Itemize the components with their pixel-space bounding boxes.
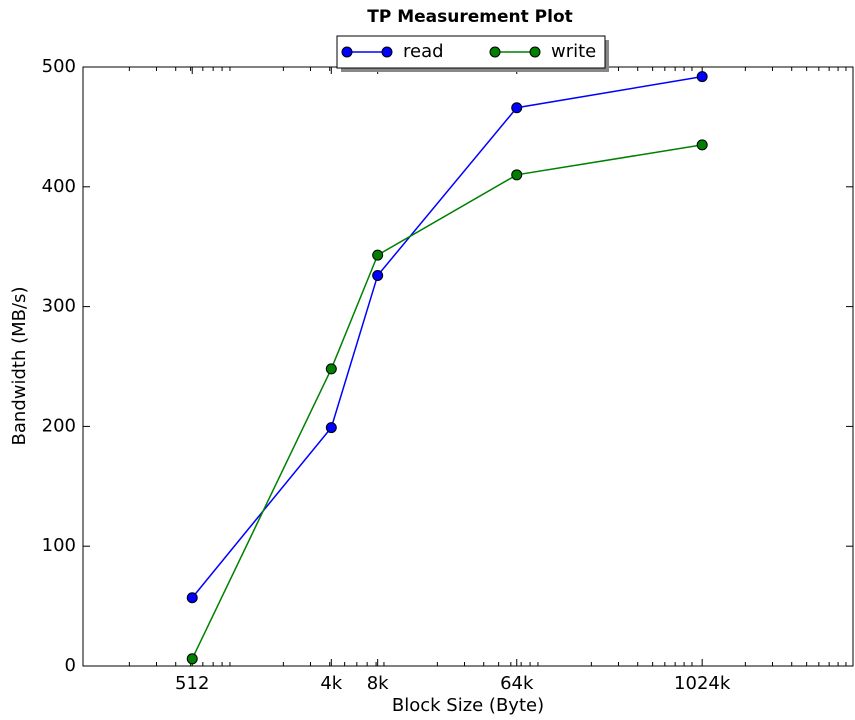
legend-marker (529, 46, 541, 58)
legend-marker (489, 46, 501, 58)
series-line (191, 75, 703, 599)
y-axis-label: Bandwidth (MB/s) (9, 287, 30, 446)
data-point (325, 422, 337, 434)
y-tick-label: 400 (42, 176, 76, 197)
plot-frame (82, 66, 854, 667)
x-tick-label: 8k (367, 673, 389, 694)
x-tick-label: 64k (500, 673, 534, 694)
data-point (186, 653, 198, 665)
data-point (511, 169, 523, 181)
x-tick-label: 4k (320, 673, 342, 694)
legend-label: read (403, 41, 444, 62)
data-point (696, 71, 708, 83)
legend-label: write (551, 41, 596, 62)
legend-marker (341, 46, 353, 58)
x-tick-label: 512 (175, 673, 209, 694)
series-line (191, 144, 703, 660)
x-axis-label: Block Size (Byte) (392, 695, 544, 716)
data-point (696, 139, 708, 151)
y-tick-label: 0 (65, 655, 76, 676)
data-point (372, 249, 384, 261)
y-tick-label: 200 (42, 415, 76, 436)
data-point (186, 592, 198, 604)
x-tick-label: 1024k (674, 673, 731, 694)
chart-title: TP Measurement Plot (367, 7, 573, 27)
data-point (325, 363, 337, 375)
y-tick-label: 500 (42, 56, 76, 77)
y-tick-label: 100 (42, 535, 76, 556)
y-tick-label: 300 (42, 296, 76, 317)
data-point (511, 102, 523, 114)
legend-marker (381, 46, 393, 58)
data-point (372, 269, 384, 281)
